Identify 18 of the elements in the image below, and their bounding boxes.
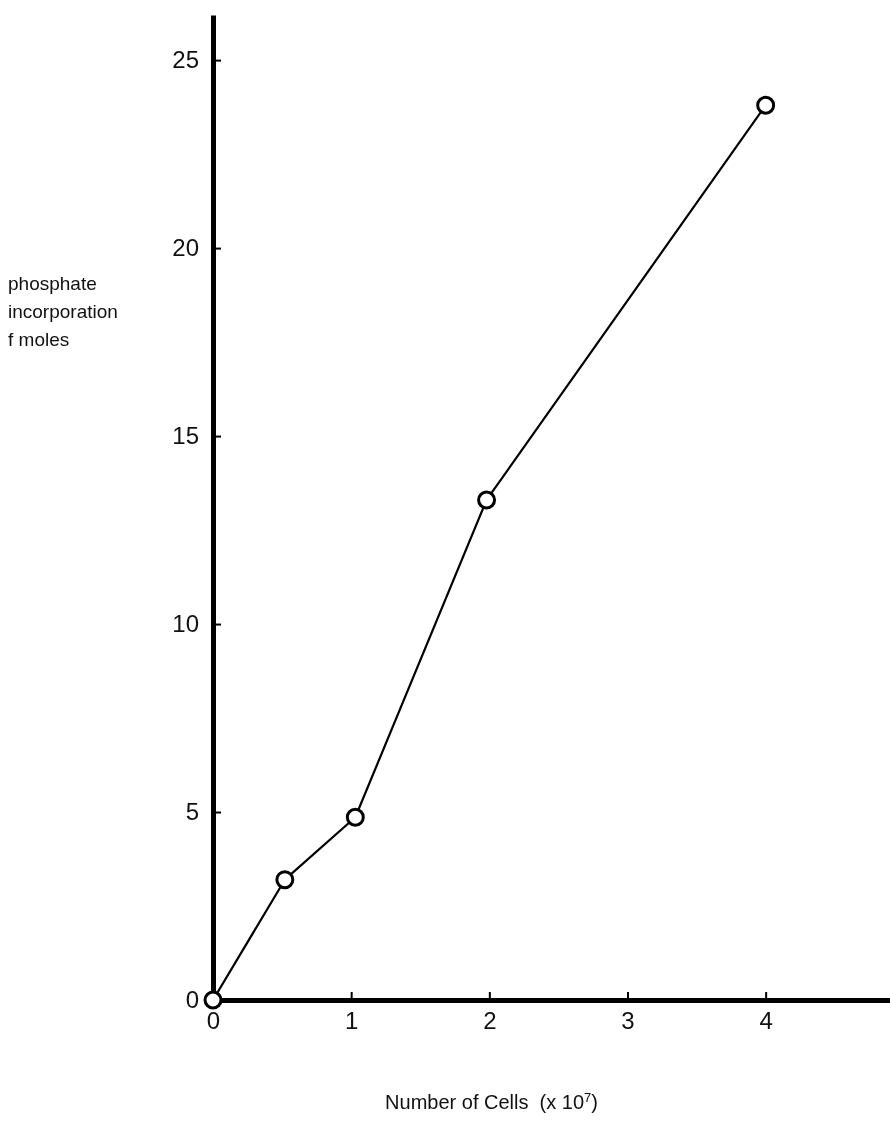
y-tick-label: 5: [185, 798, 199, 826]
x-tick-label: 0: [206, 1007, 221, 1035]
point: [477, 490, 497, 510]
x-tick-label: 1: [344, 1007, 359, 1035]
x-tick-label: 3: [621, 1007, 635, 1035]
point: [275, 870, 295, 890]
y-axis-title: phosphate incorporation f moles: [8, 273, 118, 350]
y-tick-label: 0: [185, 986, 199, 1014]
point: [756, 95, 776, 115]
y-tick-label: 25: [172, 46, 199, 74]
x-tick-label: 4: [759, 1007, 773, 1035]
point: [203, 990, 223, 1010]
x-tick-label: 2: [483, 1007, 497, 1035]
y-tick-label: 20: [172, 234, 199, 262]
x-axis-title: Number of Cells (x 10$^{7}$): [385, 1089, 598, 1113]
y-tick-label: 15: [172, 422, 199, 450]
y-tick-label: 10: [172, 610, 199, 638]
point: [345, 807, 365, 827]
